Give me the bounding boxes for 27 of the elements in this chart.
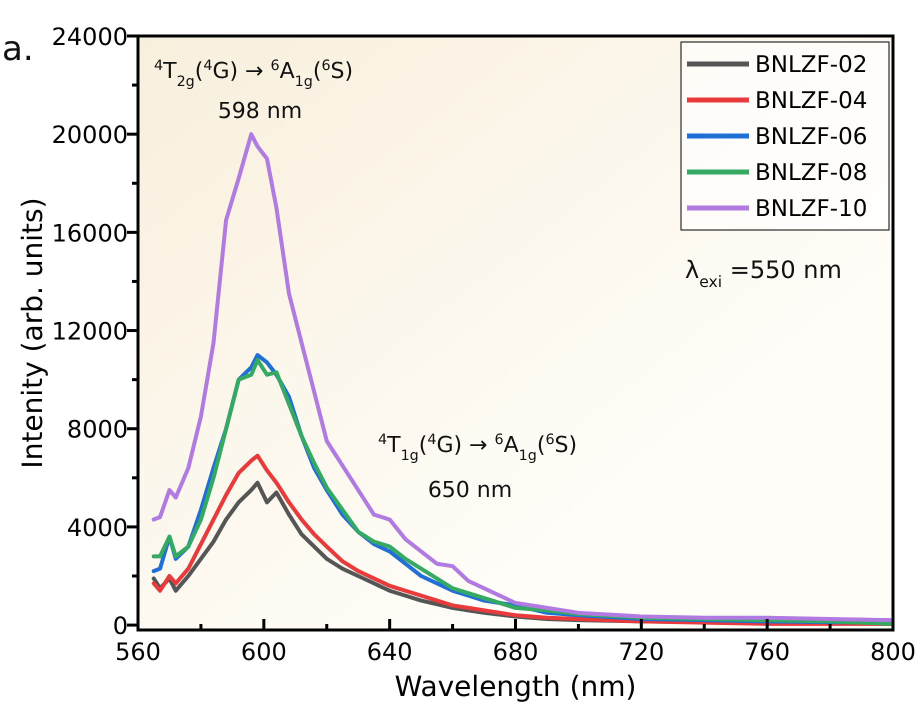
y-axis-title: Intenity (arb. units) bbox=[16, 197, 49, 469]
y-tick-label: 0 bbox=[112, 612, 128, 640]
x-tick-label: 760 bbox=[744, 638, 790, 666]
legend-label: BNLZF-06 bbox=[755, 124, 868, 150]
text: $^{4}$T$_{2g}$($^{4}$G) → $^{6}$A$_{1g}$($^{6}$S) bbox=[154, 58, 354, 90]
x-tick-label: 560 bbox=[115, 638, 161, 666]
y-tick-label: 16000 bbox=[52, 219, 128, 248]
text: $^{4}$T$_{1g}$($^{4}$G) → $^{6}$A$_{1g}$($^{6}$S) bbox=[378, 432, 578, 464]
legend-label: BNLZF-04 bbox=[755, 88, 868, 114]
y-tick-label: 20000 bbox=[52, 121, 128, 150]
x-tick-label: 800 bbox=[870, 638, 916, 666]
legend-label: BNLZF-10 bbox=[755, 196, 868, 222]
annotation: λ$_{exi}$ =550 nm bbox=[685, 256, 842, 291]
y-tick-label: 12000 bbox=[52, 318, 128, 346]
y-tick-label: 8000 bbox=[66, 416, 128, 444]
annotation: 598 nm bbox=[218, 99, 302, 124]
annotation: 650 nm bbox=[428, 478, 512, 503]
legend-label: BNLZF-02 bbox=[755, 52, 868, 78]
legend-label: BNLZF-08 bbox=[755, 160, 868, 186]
x-tick-label: 600 bbox=[240, 638, 287, 666]
text: a. bbox=[2, 29, 34, 69]
y-tick-label: 4000 bbox=[66, 514, 128, 542]
x-tick-label: 680 bbox=[492, 638, 538, 666]
x-tick-label: 640 bbox=[366, 638, 413, 666]
y-tick-label: 24000 bbox=[52, 23, 128, 51]
x-tick-label: 720 bbox=[618, 638, 664, 666]
x-axis-title: Wavelength (nm) bbox=[394, 670, 636, 703]
